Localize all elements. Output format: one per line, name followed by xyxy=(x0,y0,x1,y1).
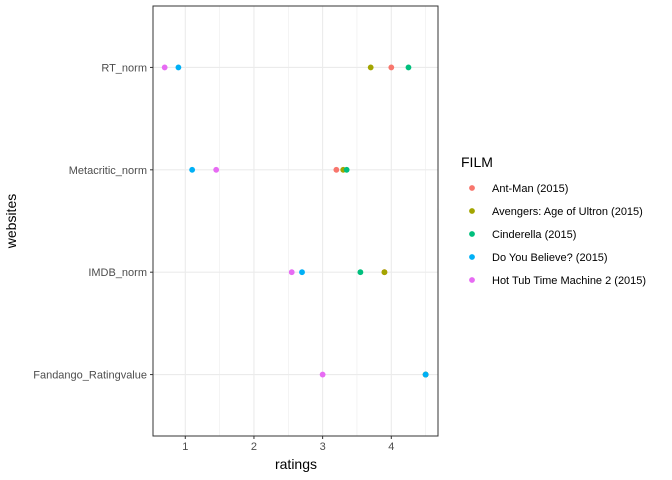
x-tick-label: 2 xyxy=(251,441,257,453)
panel-border xyxy=(152,5,439,437)
data-point xyxy=(161,64,168,71)
data-point xyxy=(405,64,412,71)
legend-key xyxy=(469,185,475,191)
data-point xyxy=(288,269,295,276)
panel-background xyxy=(153,6,438,436)
legend: FILM Ant-Man (2015) Avengers: Age of Ultr… xyxy=(461,154,646,287)
legend-key xyxy=(469,231,475,237)
y-axis-title: websites xyxy=(3,194,19,249)
y-tick-label: Metacritic_norm xyxy=(69,165,147,177)
data-point xyxy=(213,166,220,173)
y-tick-label: IMDB_norm xyxy=(88,267,147,279)
legend-label: Hot Tub Time Machine 2 (2015) xyxy=(492,275,646,287)
data-point xyxy=(367,64,374,71)
legend-key xyxy=(469,254,475,260)
data-point xyxy=(319,371,326,378)
data-points xyxy=(161,64,429,378)
legend-label: Ant-Man (2015) xyxy=(492,183,568,195)
legend-label: Avengers: Age of Ultron (2015) xyxy=(492,206,643,218)
x-tick-label: 1 xyxy=(182,441,188,453)
data-point xyxy=(189,166,196,173)
x-tick-label: 3 xyxy=(320,441,326,453)
data-point xyxy=(333,166,340,173)
legend-key xyxy=(469,277,475,283)
data-point xyxy=(357,269,364,276)
data-point xyxy=(175,64,182,71)
x-axis-title: ratings xyxy=(275,456,317,472)
grid xyxy=(153,6,438,436)
data-point xyxy=(422,371,429,378)
y-tick-label: RT_norm xyxy=(101,62,147,74)
x-tick-label: 4 xyxy=(388,441,394,453)
data-point xyxy=(299,269,305,276)
y-tick-label: Fandango_Ratingvalue xyxy=(33,370,147,382)
data-point xyxy=(381,269,388,276)
data-point xyxy=(388,64,395,71)
data-point xyxy=(343,166,350,173)
legend-label: Do You Believe? (2015) xyxy=(492,252,608,264)
legend-key xyxy=(469,208,475,214)
legend-label: Cinderella (2015) xyxy=(492,229,576,241)
x-axis-ticks: 1 2 3 4 xyxy=(182,436,394,453)
y-axis-ticks: Fandango_Ratingvalue IMDB_norm Metacritic_… xyxy=(33,62,153,382)
legend-title: FILM xyxy=(461,154,493,170)
